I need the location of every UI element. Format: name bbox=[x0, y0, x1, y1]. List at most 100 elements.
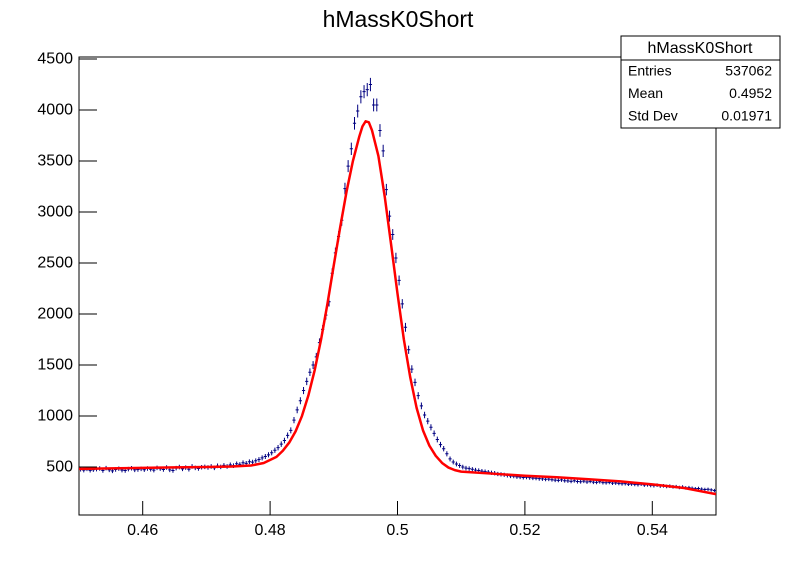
stats-title: hMassK0Short bbox=[648, 40, 753, 57]
chart-title: hMassK0Short bbox=[323, 6, 474, 32]
data-point bbox=[432, 430, 436, 437]
data-point bbox=[591, 480, 595, 485]
x-tick-label: 0.52 bbox=[509, 522, 540, 539]
data-point bbox=[250, 459, 255, 465]
data-point bbox=[569, 479, 573, 484]
data-point bbox=[445, 451, 449, 457]
y-tick-label: 500 bbox=[46, 458, 73, 475]
y-tick-label: 1500 bbox=[37, 356, 73, 373]
data-point bbox=[553, 478, 557, 483]
y-tick-label: 2000 bbox=[37, 305, 73, 322]
data-point bbox=[461, 464, 465, 470]
data-point bbox=[391, 229, 395, 240]
data-point bbox=[295, 406, 299, 414]
data-point bbox=[410, 365, 414, 374]
data-point bbox=[550, 477, 554, 482]
data-point bbox=[270, 450, 274, 456]
data-point bbox=[594, 480, 599, 485]
data-point bbox=[435, 436, 439, 443]
x-tick-label: 0.5 bbox=[386, 522, 408, 539]
fit-curve bbox=[79, 120, 716, 496]
data-point bbox=[368, 77, 373, 92]
y-tick-label: 1000 bbox=[37, 407, 73, 424]
data-point bbox=[241, 460, 245, 466]
x-tick-label: 0.54 bbox=[637, 522, 668, 539]
data-point bbox=[454, 461, 459, 467]
data-point bbox=[556, 478, 560, 483]
data-point bbox=[575, 479, 580, 484]
stats-value: 537062 bbox=[725, 63, 772, 79]
stats-box: hMassK0Short Entries 537062 Mean 0.4952 Std … bbox=[620, 35, 781, 129]
data-point bbox=[260, 455, 264, 461]
data-point bbox=[346, 160, 350, 173]
stats-label: Std Dev bbox=[628, 108, 678, 124]
data-point bbox=[585, 480, 589, 484]
data-point bbox=[378, 124, 382, 137]
data-point bbox=[171, 468, 175, 473]
data-point bbox=[308, 368, 312, 377]
data-point bbox=[394, 252, 398, 264]
data-point bbox=[416, 392, 420, 400]
stats-value: 0.01971 bbox=[721, 108, 772, 124]
data-point bbox=[448, 456, 452, 462]
data-point bbox=[305, 377, 309, 386]
data-point bbox=[419, 402, 423, 410]
data-point bbox=[413, 378, 417, 387]
data-point bbox=[276, 444, 280, 451]
data-point bbox=[470, 467, 474, 472]
data-point bbox=[403, 322, 408, 332]
stats-label: Entries bbox=[628, 63, 672, 79]
y-tick-label: 3500 bbox=[37, 152, 73, 169]
data-point bbox=[311, 361, 315, 370]
data-point bbox=[426, 418, 430, 425]
data-point bbox=[706, 487, 710, 492]
data-point bbox=[292, 416, 296, 424]
plot-area bbox=[79, 77, 716, 496]
data-point bbox=[384, 183, 388, 196]
data-point bbox=[365, 83, 369, 97]
data-point bbox=[247, 459, 251, 465]
data-point bbox=[381, 144, 385, 157]
data-point bbox=[422, 411, 427, 419]
stats-frame bbox=[620, 35, 781, 129]
y-tick-label: 4500 bbox=[37, 50, 73, 67]
data-point bbox=[442, 446, 446, 452]
data-point bbox=[282, 437, 287, 444]
data-point bbox=[429, 424, 433, 431]
data-point bbox=[286, 432, 290, 439]
data-point bbox=[709, 488, 713, 492]
data-point bbox=[356, 104, 360, 118]
data-point bbox=[375, 98, 379, 112]
y-tick-label: 3000 bbox=[37, 203, 73, 220]
data-point bbox=[349, 142, 353, 155]
data-point bbox=[712, 488, 716, 493]
data-point bbox=[563, 478, 567, 483]
x-tick-label: 0.48 bbox=[255, 522, 286, 539]
data-point bbox=[289, 427, 293, 434]
data-point bbox=[566, 478, 570, 483]
data-point bbox=[298, 397, 302, 405]
data-point bbox=[352, 116, 357, 130]
data-point bbox=[254, 458, 258, 464]
data-point bbox=[362, 85, 366, 99]
data-point bbox=[407, 345, 411, 354]
data-point bbox=[372, 98, 376, 112]
y-tick-label: 2500 bbox=[37, 254, 73, 271]
data-point bbox=[451, 459, 455, 465]
stats-value: 0.4952 bbox=[729, 85, 772, 101]
y-tick-label: 4000 bbox=[37, 101, 73, 118]
data-point bbox=[273, 447, 277, 453]
data-point bbox=[266, 452, 271, 458]
data-point bbox=[703, 487, 707, 492]
data-point bbox=[579, 479, 583, 484]
stats-label: Mean bbox=[628, 85, 663, 101]
data-point bbox=[458, 463, 462, 468]
data-point bbox=[400, 299, 404, 309]
data-point bbox=[301, 386, 306, 395]
data-point bbox=[279, 441, 283, 447]
data-point bbox=[257, 457, 261, 462]
data-point bbox=[467, 466, 471, 471]
data-point bbox=[464, 465, 468, 471]
